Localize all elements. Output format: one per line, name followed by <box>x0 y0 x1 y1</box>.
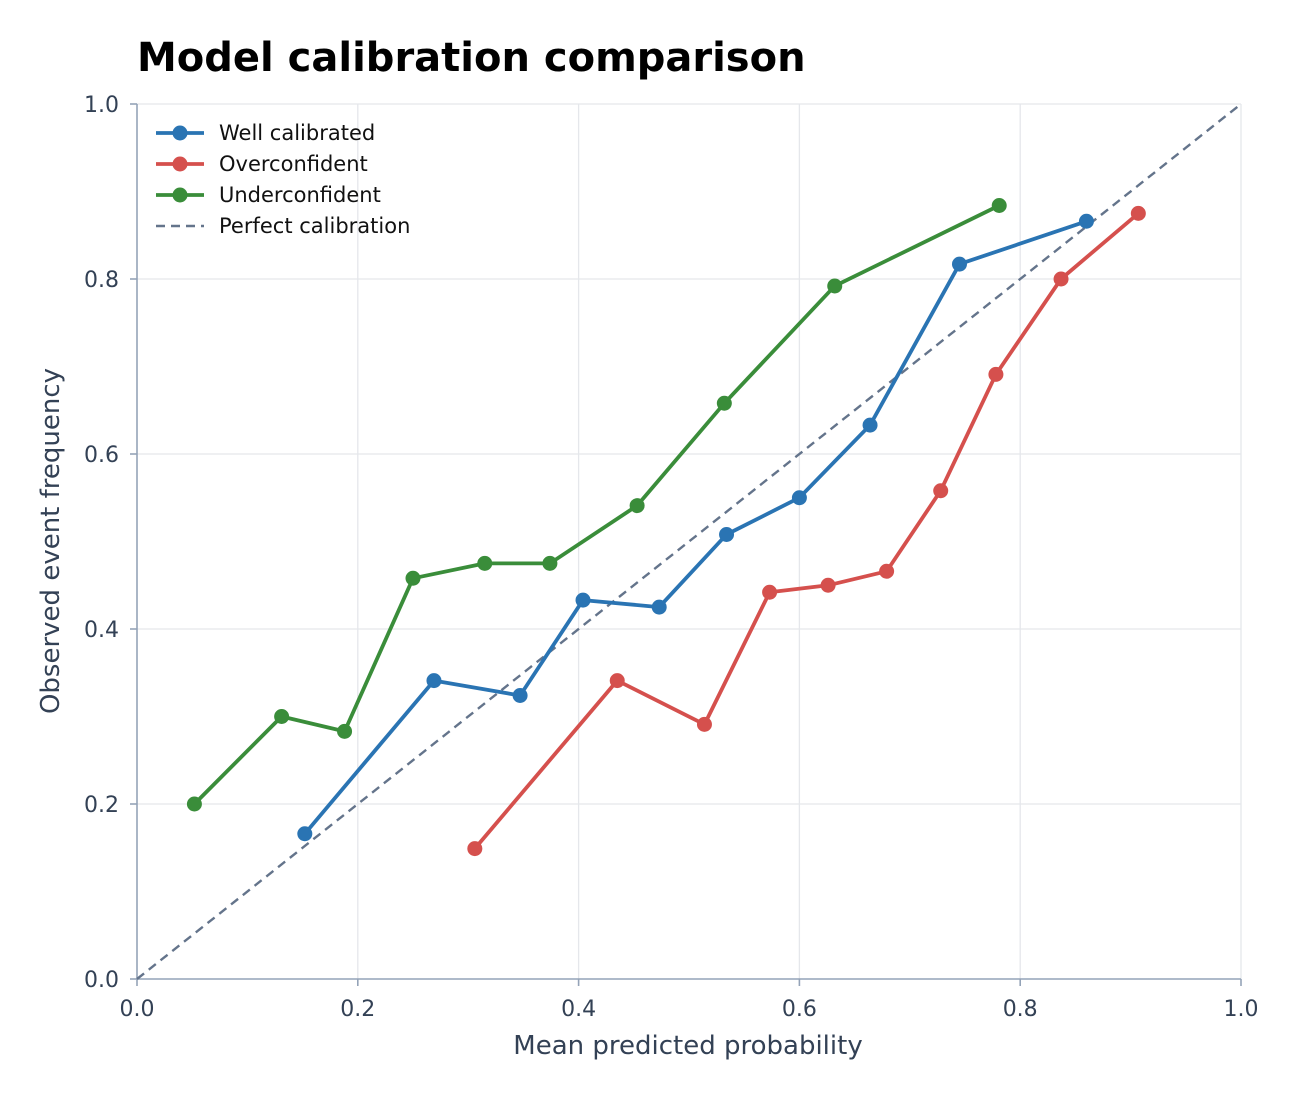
data-point-overconfident <box>696 716 712 732</box>
legend-label-well-calibrated: Well calibrated <box>219 121 375 145</box>
x-axis-label: Mean predicted probability <box>513 1031 862 1061</box>
data-point-well-calibrated <box>512 688 528 703</box>
legend-item-underconfident: Underconfident <box>156 183 381 207</box>
data-point-overconfident <box>879 563 895 579</box>
series-line-perfect-calibration <box>136 103 1242 980</box>
y-tick-label: 0.0 <box>84 968 119 993</box>
x-tick-label: 0.8 <box>1003 997 1038 1022</box>
data-point-well-calibrated <box>951 256 967 272</box>
y-tick-label: 0.2 <box>84 793 119 818</box>
x-tick-label: 1.0 <box>1224 997 1259 1022</box>
series-line-overconfident <box>472 211 1141 851</box>
series-well-calibrated <box>297 213 1094 842</box>
data-point-overconfident <box>820 577 836 593</box>
x-tick-label: 0.0 <box>120 997 155 1022</box>
legend-item-overconfident: Overconfident <box>156 152 368 176</box>
data-point-underconfident <box>477 555 493 571</box>
data-point-well-calibrated <box>862 417 878 433</box>
data-point-underconfident <box>405 570 421 586</box>
data-point-underconfident <box>716 395 732 411</box>
legend: Well calibrated Overconfident Underconfide… <box>156 121 410 238</box>
y-tick-label: 0.8 <box>84 268 119 293</box>
data-point-well-calibrated <box>1078 213 1094 229</box>
legend-marker-underconfident <box>172 187 188 203</box>
data-point-overconfident <box>609 673 625 689</box>
series-perfect-calibration <box>136 103 1242 980</box>
data-point-underconfident <box>337 723 353 739</box>
series-layer <box>136 103 1242 980</box>
legend-label-underconfident: Underconfident <box>219 183 381 207</box>
legend-item-perfect-calibration: Perfect calibration <box>156 214 410 238</box>
series-line-well-calibrated <box>302 219 1089 836</box>
legend-marker-well-calibrated <box>172 125 188 141</box>
data-point-overconfident <box>467 841 483 857</box>
series-overconfident <box>467 205 1146 857</box>
series-line-underconfident <box>192 203 1002 806</box>
y-axis-label: Observed event frequency <box>36 368 66 714</box>
legend-marker-overconfident <box>172 156 188 172</box>
data-point-well-calibrated <box>719 527 735 542</box>
data-point-overconfident <box>988 366 1004 382</box>
axes <box>130 103 1242 986</box>
data-point-well-calibrated <box>426 673 442 689</box>
y-tick-label: 0.6 <box>84 443 119 468</box>
data-point-well-calibrated <box>651 599 667 615</box>
data-point-overconfident <box>1130 205 1146 221</box>
data-point-overconfident <box>1053 271 1069 287</box>
x-tick-label: 0.2 <box>340 997 375 1022</box>
x-tick-label: 0.6 <box>782 997 817 1022</box>
chart-title: Model calibration comparison <box>137 35 806 81</box>
legend-label-perfect-calibration: Perfect calibration <box>219 214 410 238</box>
y-tick-label: 1.0 <box>84 93 119 118</box>
series-underconfident <box>186 198 1007 812</box>
legend-item-well-calibrated: Well calibrated <box>156 121 375 145</box>
data-point-overconfident <box>762 584 778 600</box>
data-point-underconfident <box>542 555 558 571</box>
legend-label-overconfident: Overconfident <box>219 152 368 176</box>
data-point-well-calibrated <box>575 592 591 608</box>
data-point-underconfident <box>827 278 843 294</box>
data-point-underconfident <box>629 498 645 514</box>
x-tick-label: 0.4 <box>561 997 596 1022</box>
tick-labels: 0.0 0.2 0.4 0.6 0.8 1.0 0.0 0.2 0.4 0.6 0.8 1.0 <box>84 93 1259 1022</box>
data-point-well-calibrated <box>791 490 807 506</box>
data-point-well-calibrated <box>297 826 313 842</box>
data-point-underconfident <box>186 796 202 812</box>
data-point-underconfident <box>274 709 290 724</box>
data-point-overconfident <box>933 483 949 499</box>
y-tick-label: 0.4 <box>84 618 119 643</box>
data-point-underconfident <box>991 198 1007 213</box>
